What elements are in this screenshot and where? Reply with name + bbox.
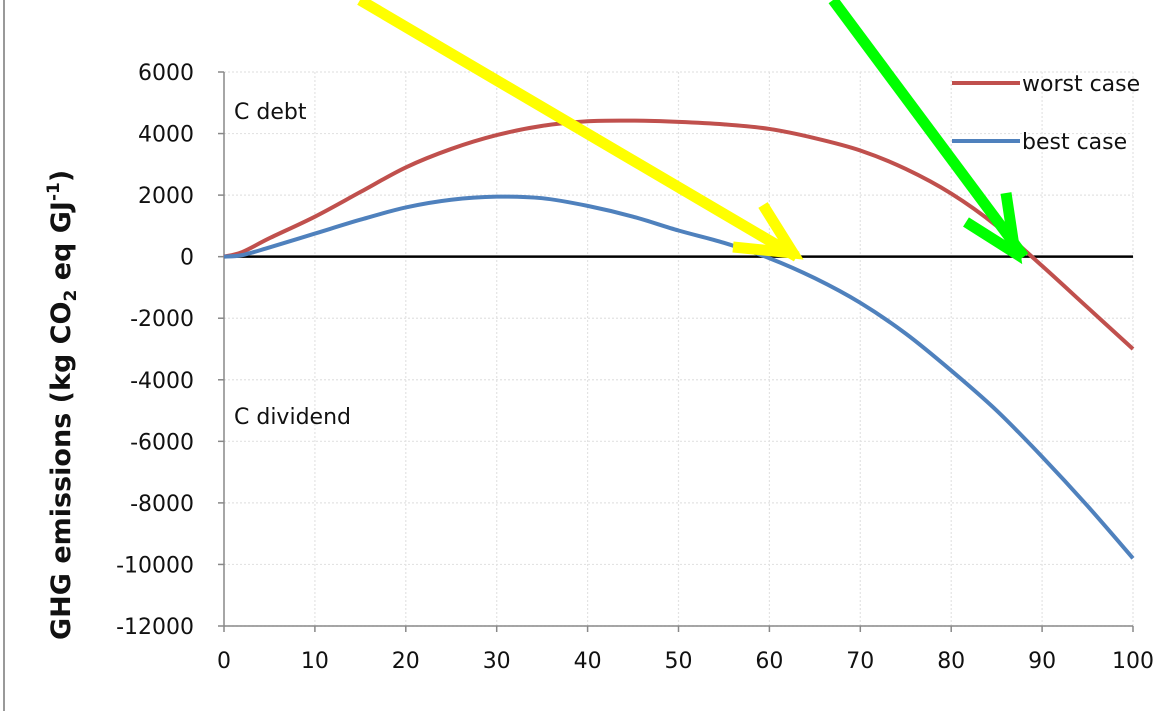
legend-label-worst-case: worst case bbox=[1022, 72, 1140, 97]
x-tick-label: 80 bbox=[937, 649, 965, 674]
y-axis-label-end: ) bbox=[46, 170, 77, 182]
x-tick-label: 0 bbox=[217, 649, 231, 674]
y-tick-label: -4000 bbox=[130, 369, 194, 394]
y-tick-label: 4000 bbox=[138, 123, 194, 148]
y-axis-label-subscript: 2 bbox=[61, 290, 81, 302]
green-arrow bbox=[828, 0, 1029, 265]
y-tick-label: -10000 bbox=[116, 553, 194, 578]
x-tick-label: 10 bbox=[301, 649, 329, 674]
x-tick-label: 100 bbox=[1112, 649, 1154, 674]
arrows-layer bbox=[357, 0, 1029, 265]
legend-label-best-case: best case bbox=[1022, 130, 1127, 155]
x-tick-label: 70 bbox=[846, 649, 874, 674]
y-tick-label: -2000 bbox=[130, 307, 194, 332]
y-tick-label: -12000 bbox=[116, 615, 194, 640]
series-line-best-case bbox=[223, 194, 1135, 560]
y-axis-label-mid: eq GJ bbox=[46, 201, 77, 290]
y-tick-label: 6000 bbox=[138, 61, 194, 86]
y-axis-label-main: GHG emissions (kg CO bbox=[46, 302, 77, 640]
y-tick-label: 2000 bbox=[138, 184, 194, 209]
series-line-worst-case bbox=[223, 118, 1135, 351]
annotation-c-dividend: C dividend bbox=[234, 405, 351, 430]
axes-layer bbox=[223, 72, 1133, 627]
yellow-arrow bbox=[357, 0, 804, 262]
x-tick-labels: 0 10 20 30 40 50 60 70 80 90 100 bbox=[217, 649, 1154, 674]
y-tick-labels: 6000 4000 2000 0 -2000 -4000 -6000 -8000 -10000 -… bbox=[116, 61, 194, 640]
yellow-arrow-head bbox=[732, 202, 804, 260]
x-tick-label: 50 bbox=[665, 649, 693, 674]
x-tick-label: 30 bbox=[483, 649, 511, 674]
annotation-c-debt: C debt bbox=[234, 100, 307, 125]
y-axis-label-superscript: -1 bbox=[44, 182, 64, 201]
green-arrow-shaft bbox=[828, 0, 1029, 260]
x-tick-label: 90 bbox=[1028, 649, 1056, 674]
x-tick-label: 40 bbox=[574, 649, 602, 674]
y-axis-label: GHG emissions (kg CO2 eq GJ-1) bbox=[44, 170, 81, 640]
green-arrow-head bbox=[963, 192, 1023, 265]
series-layer bbox=[223, 118, 1135, 560]
legend: worst case best case bbox=[952, 72, 1140, 155]
grid-layer bbox=[218, 71, 1134, 632]
x-tick-label: 20 bbox=[392, 649, 420, 674]
y-tick-label: -8000 bbox=[130, 492, 194, 517]
y-tick-label: -6000 bbox=[130, 430, 194, 455]
yellow-arrow-shaft bbox=[357, 0, 800, 262]
y-tick-label: 0 bbox=[180, 246, 194, 271]
x-tick-label: 60 bbox=[755, 649, 783, 674]
